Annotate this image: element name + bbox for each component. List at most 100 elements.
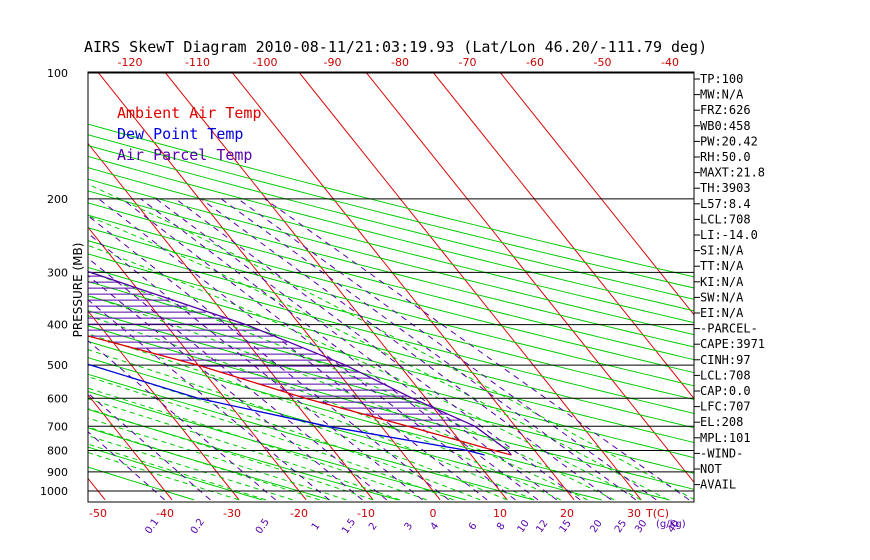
bottom-temp-tick-label: -10	[357, 507, 375, 520]
mixing-ratio-line	[121, 198, 516, 501]
dry-adiabat	[88, 340, 670, 501]
mixing-ratio-line	[88, 340, 276, 501]
dry-adiabat	[88, 466, 195, 501]
mixing-ratio-line	[220, 198, 637, 501]
stat-item: LI:-14.0	[700, 228, 758, 242]
top-temp-tick-label: -120	[118, 56, 143, 69]
mixing-ratio-tick-label: 30	[633, 518, 649, 535]
mixing-ratio-line	[88, 274, 363, 501]
mixing-ratio-tick-label: 1	[310, 521, 323, 533]
dry-adiabat	[88, 373, 534, 501]
moist-adiabat	[88, 271, 615, 501]
mixing-ratio-tick-label: 3	[403, 521, 416, 533]
stat-item: TT:N/A	[700, 259, 744, 273]
stat-item: PW:20.42	[700, 134, 758, 148]
stat-item: CAP:0.0	[700, 384, 751, 398]
dry-adiabat	[88, 134, 694, 289]
isotherm-line	[365, 72, 694, 484]
pressure-tick-label: 700	[47, 420, 68, 433]
dry-adiabat	[88, 240, 694, 401]
moist-adiabat	[88, 435, 293, 501]
moist-adiabat	[88, 426, 320, 501]
y-axis-label: PRESSURE (MB)	[71, 243, 85, 338]
top-temp-tick-label: -100	[253, 56, 278, 69]
stat-item: L57:8.4	[700, 197, 751, 211]
stat-item: SW:N/A	[700, 290, 744, 304]
stat-item: AVAIL	[700, 478, 736, 492]
isotherm-line	[0, 54, 38, 500]
mixing-ratio-tick-label: 6	[467, 521, 480, 533]
bottom-temp-tick-label: 10	[493, 507, 507, 520]
top-temp-tick-label: -80	[391, 56, 409, 69]
stat-item: LCL:708	[700, 368, 751, 382]
mixing-ratio-tick-label: 0.5	[254, 517, 272, 536]
chart-title: AIRS SkewT Diagram 2010-08-11/21:03:19.9…	[84, 38, 707, 56]
mixing-ratio-line	[88, 257, 388, 501]
dry-adiabat	[88, 427, 331, 501]
dry-adiabat	[88, 190, 694, 348]
mixing-ratio-line	[175, 198, 581, 501]
dry-adiabat	[88, 280, 694, 444]
series-line-1	[88, 363, 485, 456]
pressure-tick-label: 600	[47, 392, 68, 405]
stat-item: CAPE:3971	[700, 337, 765, 351]
stat-item: RH:50.0	[700, 150, 751, 164]
mixing-ratio-tick-label: 2	[367, 521, 380, 533]
dry-adiabat	[88, 357, 602, 501]
isotherm-line	[231, 72, 575, 501]
stat-item: MW:N/A	[700, 88, 744, 102]
mixing-ratio-tick-label: 15	[558, 518, 574, 535]
bottom-temp-unit: T(C)	[645, 507, 669, 520]
top-temp-tick-label: -70	[459, 56, 477, 69]
isotherm-line	[499, 72, 694, 316]
mixing-ratio-tick-label: 1.5	[340, 517, 358, 536]
stat-item: EI:N/A	[700, 306, 744, 320]
moist-adiabat	[88, 408, 374, 501]
mixing-ratio-tick-label: 0.2	[189, 517, 207, 536]
chart-grid	[0, 54, 694, 501]
series-line-0	[88, 335, 512, 456]
dry-adiabat	[88, 446, 263, 501]
dry-adiabat	[88, 214, 694, 374]
dry-adiabat	[88, 295, 694, 459]
stat-item: FRZ:626	[700, 103, 751, 117]
dry-adiabat	[88, 178, 694, 336]
dry-adiabat	[88, 202, 694, 361]
pressure-tick-label: 1000	[40, 485, 68, 498]
dry-adiabat	[88, 155, 694, 312]
stat-item: LFC:707	[700, 400, 751, 414]
dry-adiabat	[88, 227, 694, 387]
moist-adiabat	[88, 363, 481, 501]
moist-adiabat	[88, 376, 454, 501]
bottom-temp-tick-label: -20	[290, 507, 308, 520]
legend-entry: Air Parcel Temp	[117, 146, 252, 164]
pressure-tick-label: 500	[47, 359, 68, 372]
mixing-ratio-line	[88, 215, 450, 501]
series-line-2	[88, 271, 512, 456]
pressure-tick-label: 200	[47, 193, 68, 206]
bottom-temp-tick-label: 20	[560, 507, 574, 520]
top-temp-tick-label: -40	[661, 56, 679, 69]
stat-item: TH:3903	[700, 181, 751, 195]
legend-entry: Ambient Air Temp	[117, 104, 262, 122]
top-temp-tick-label: -60	[526, 56, 544, 69]
bottom-temp-tick-label: -40	[156, 507, 174, 520]
mixing-ratio-line	[155, 198, 558, 501]
mixing-ratio-line	[88, 232, 423, 501]
pressure-tick-label: 100	[47, 67, 68, 80]
plot-frame	[87, 71, 695, 503]
mixing-ratio-line	[88, 299, 330, 501]
moist-adiabat	[88, 244, 642, 501]
stat-item: SI:N/A	[700, 244, 744, 258]
pressure-tick-label: 900	[47, 466, 68, 479]
moist-adiabat	[88, 183, 694, 501]
dry-adiabat	[88, 144, 694, 300]
stat-item: WB0:458	[700, 119, 751, 133]
pressure-tick-label: 400	[47, 319, 68, 332]
isotherm-line	[88, 310, 240, 501]
bottom-temp-tick-label: 0	[430, 507, 437, 520]
mixing-ratio-line	[264, 198, 690, 501]
dry-adiabat	[88, 391, 466, 501]
mixing-ratio-unit: (g/kg)	[656, 519, 686, 530]
